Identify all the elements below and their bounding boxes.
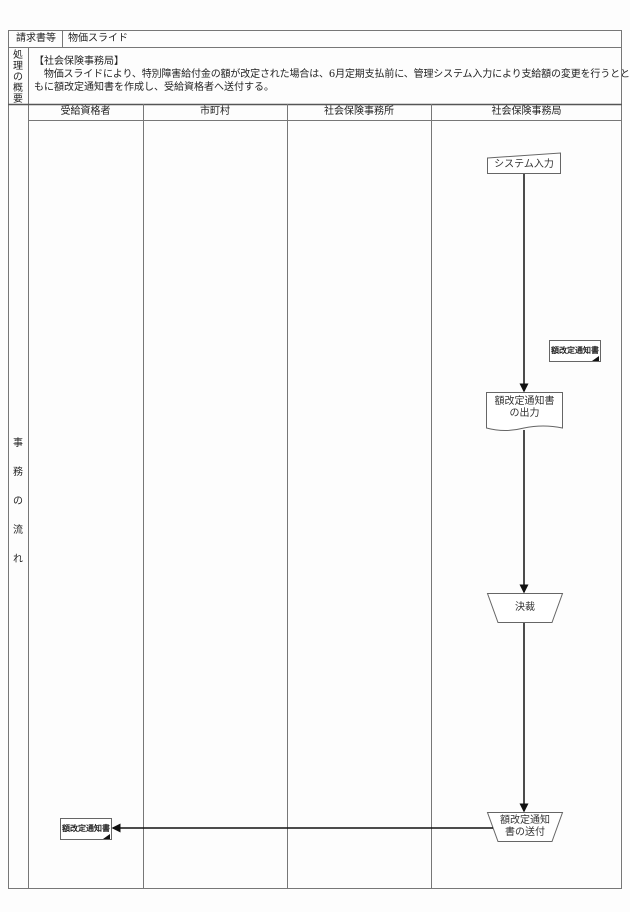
overview-label-char: 要 <box>13 94 23 105</box>
node-send-line2: 書の送付 <box>505 827 545 838</box>
overview-label-char: 処 <box>13 50 23 61</box>
category-label: 請求書等 <box>16 33 56 44</box>
node-approval: 決裁 <box>515 602 535 613</box>
system-input-shape <box>487 152 561 174</box>
lane-header-recipient: 受給資格者 <box>60 106 111 117</box>
overview-text-line2: もに額改定通知書を作成し、受給資格者へ送付する。 <box>34 82 274 93</box>
node-system-input: システム入力 <box>494 159 554 170</box>
lane-header-municipality: 市町村 <box>200 106 230 117</box>
send-shape <box>486 812 564 842</box>
overview-label-char: 理 <box>13 61 23 72</box>
notice-output-shape <box>486 392 563 431</box>
outer-frame <box>8 30 622 889</box>
overview-label: 処 理 の 概 要 <box>8 50 28 105</box>
document-notice-recipient: 額改定通知書 <box>62 824 110 833</box>
overview-label-char: 概 <box>13 83 23 94</box>
node-notice-output-line1: 額改定通知書 <box>494 396 555 407</box>
flow-label-char: 流 <box>13 525 23 536</box>
flow-label-char: れ <box>13 554 23 565</box>
overview-label-char: の <box>13 72 23 83</box>
approval-shape <box>486 593 564 623</box>
node-send-notice: 額改定通知 書の送付 <box>487 815 563 839</box>
flow-label-char: 務 <box>13 467 23 478</box>
category-value: 物価スライド <box>68 33 128 44</box>
overview-section: 【社会保険事務局】 <box>34 56 124 67</box>
lane-header-social-insurance-office: 社会保険事務所 <box>324 106 394 117</box>
document-notice-bureau: 額改定通知書 <box>551 346 599 355</box>
overview-text-line1: 物価スライドにより、特別障害給付金の額が改定された場合は、6月定期支払前に、管理… <box>34 69 630 80</box>
node-send-line1: 額改定通知 <box>500 815 550 826</box>
node-notice-output-line2: の出力 <box>509 408 540 419</box>
node-notice-output: 額改定通知書 の出力 <box>486 396 563 420</box>
flow-label-char: 事 <box>13 438 23 449</box>
flow-label-char: の <box>13 496 23 507</box>
lane-header-social-insurance-bureau: 社会保険事務局 <box>491 106 562 117</box>
